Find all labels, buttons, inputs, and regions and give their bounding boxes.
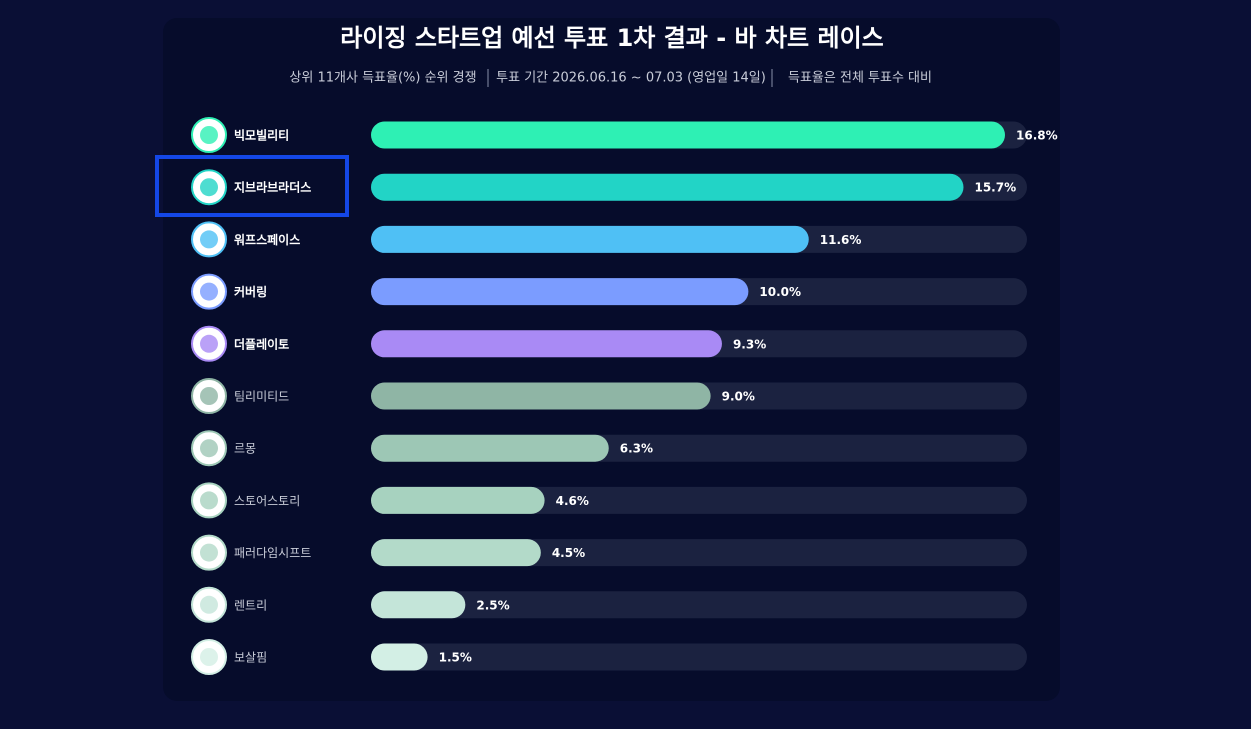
bar (371, 173, 964, 201)
company-label: 워프스페이스 (234, 232, 300, 247)
company-label: 빅모빌리티 (234, 128, 289, 143)
company-label: 스토어스토리 (234, 494, 300, 508)
bar-track (371, 591, 1027, 619)
subtitle: 상위 11개사 득표율(%) 순위 경쟁 (289, 71, 476, 86)
logo-mark (200, 334, 218, 353)
bar (371, 539, 541, 567)
value-label: 15.7% (974, 181, 1016, 195)
bar (371, 486, 545, 514)
subtitle: 투표 기간 2026.06.16 ~ 07.03 (영업일 14일) (496, 71, 766, 86)
bar-track (371, 643, 1027, 671)
logo-mark (200, 282, 218, 301)
bar (371, 643, 428, 671)
bar (371, 330, 722, 358)
value-label: 9.3% (733, 337, 766, 351)
logo-mark (200, 648, 218, 666)
bar (371, 382, 711, 410)
value-label: 11.6% (820, 233, 862, 247)
value-label: 10.0% (759, 285, 801, 299)
chart-title: 라이징 스타트업 예선 투표 1차 결과 - 바 차트 레이스 (340, 24, 883, 52)
company-label: 커버링 (234, 284, 267, 299)
company-label: 팀리미티드 (234, 390, 289, 404)
bar (371, 434, 609, 462)
bar (371, 121, 1005, 149)
company-label: 렌트리 (234, 598, 267, 612)
value-label: 4.6% (556, 494, 589, 508)
logo-mark (200, 387, 218, 405)
value-label: 16.8% (1016, 129, 1058, 143)
company-label: 더플레이토 (234, 336, 289, 351)
logo-mark (200, 543, 218, 562)
company-label: 보살핌 (234, 651, 267, 665)
logo-mark (200, 491, 218, 510)
value-label: 6.3% (620, 442, 653, 456)
subtitle: 득표율은 전체 투표수 대비 (788, 71, 932, 86)
bar (371, 278, 749, 306)
logo-mark (200, 126, 218, 144)
value-label: 9.0% (722, 390, 755, 404)
value-label: 1.5% (439, 651, 472, 665)
company-label: 지브라브라더스 (234, 180, 311, 195)
logo-mark (200, 178, 218, 197)
value-label: 4.5% (552, 546, 585, 560)
bar (371, 225, 809, 253)
company-label: 패러다임시프트 (234, 546, 311, 560)
logo-mark (200, 230, 218, 249)
logo-mark (200, 595, 218, 614)
logo-mark (200, 439, 218, 458)
highlight-box (155, 155, 349, 217)
company-label: 르몽 (234, 442, 256, 456)
bar (371, 591, 466, 619)
value-label: 2.5% (476, 598, 509, 612)
